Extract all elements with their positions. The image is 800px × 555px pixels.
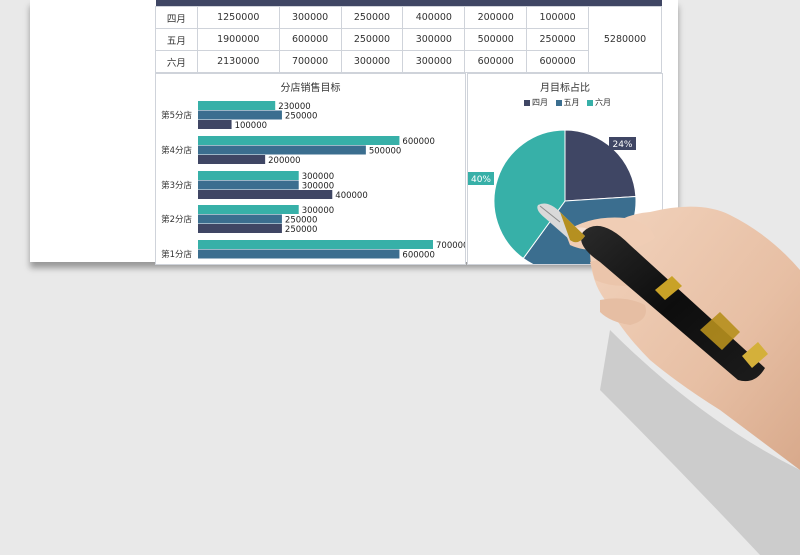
bar: [198, 136, 400, 145]
table-row: 六月 2130000 700000 300000 300000 600000 6…: [155, 50, 662, 73]
value-cell: 250000: [340, 28, 404, 51]
value-cell: 700000: [278, 50, 342, 73]
value-cell: 2130000: [196, 50, 280, 73]
bar: [198, 205, 299, 214]
bar: [198, 214, 282, 224]
bar-value-label: 250000: [285, 112, 317, 122]
bar: [198, 110, 282, 120]
bar: [198, 120, 232, 129]
bar: [198, 171, 299, 180]
bar-value-label: 300000: [302, 172, 334, 182]
legend-label: 五月: [563, 98, 580, 107]
bar-value-label: 500000: [369, 147, 401, 157]
bar-value-label: 400000: [335, 191, 367, 201]
value-cell: 300000: [340, 50, 404, 73]
total-cell: 5280000: [588, 6, 662, 73]
monthly-target-table: 四月 1250000 300000 250000 400000 200000 1…: [155, 0, 662, 73]
bar: [198, 101, 276, 110]
bar-value-label: 300000: [302, 206, 334, 216]
category-label: 第5分店: [161, 110, 192, 121]
value-cell: 200000: [464, 6, 528, 29]
month-cell: 六月: [155, 50, 198, 73]
table-row: 四月 1250000 300000 250000 400000 200000 1…: [155, 6, 662, 73]
bar: [198, 180, 299, 190]
bar: [198, 145, 366, 155]
branch-target-chart-panel: 分店销售目标 第5分店 230000 250000 100000 第4分店 600000 5…: [155, 73, 466, 265]
value-cell: 1900000: [196, 28, 280, 51]
bar: [198, 155, 266, 164]
value-cell: 500000: [464, 28, 528, 51]
pie-chart-title: 月目标占比: [540, 83, 590, 94]
bar-value-label: 250000: [285, 225, 317, 235]
bar: [198, 249, 400, 259]
value-cell: 600000: [526, 50, 590, 73]
legend-label: 四月: [531, 98, 548, 107]
value-cell: 300000: [278, 6, 342, 29]
bar-value-label: 700000: [436, 241, 465, 251]
bar-value-label: 250000: [285, 216, 317, 226]
legend-swatch: [555, 99, 562, 106]
bar-chart: 第5分店230000250000100000第4分店60000050000020…: [161, 101, 465, 261]
value-cell: 1250000: [196, 6, 280, 29]
pie-label-box: [609, 137, 636, 150]
value-cell: 600000: [278, 28, 342, 51]
pie-legend: 四月 五月 六月: [468, 97, 662, 108]
bar: [198, 190, 333, 199]
value-cell: 300000: [402, 50, 466, 73]
bar-value-label: 100000: [235, 121, 267, 131]
category-label: 第2分店: [161, 214, 192, 225]
bar: [198, 240, 433, 249]
bar: [198, 224, 282, 233]
value-cell: 100000: [526, 6, 590, 29]
month-cell: 四月: [155, 6, 198, 29]
bar-value-label: 600000: [402, 251, 434, 261]
value-cell: 300000: [402, 28, 466, 51]
month-cell: 五月: [155, 28, 198, 51]
bar-chart-title: 分店销售目标: [280, 83, 341, 94]
bar-value-label: 300000: [302, 182, 334, 192]
category-label: 第1分店: [161, 249, 192, 260]
pie-chart: 24% 40%: [468, 129, 637, 264]
month-share-chart-panel: 月目标占比 四月 五月 六月 24% 40%: [467, 73, 663, 265]
value-cell: 250000: [340, 6, 404, 29]
value-cell: 250000: [526, 28, 590, 51]
pie-data-label: 24%: [612, 140, 632, 150]
pie-data-label: 40%: [471, 175, 491, 185]
legend-swatch: [523, 99, 530, 106]
value-cell: 600000: [464, 50, 528, 73]
table-header-bar: [155, 0, 662, 7]
bar-value-label: 230000: [278, 102, 310, 112]
legend-label: 六月: [595, 98, 612, 107]
legend-swatch: [587, 99, 594, 106]
category-label: 第3分店: [161, 180, 192, 191]
pie-slice: [493, 129, 566, 260]
bar-value-label: 200000: [268, 156, 300, 166]
table-row: 五月 1900000 600000 250000 300000 500000 2…: [155, 28, 662, 51]
bar-value-label: 600000: [402, 137, 434, 147]
pie-label-box: [468, 172, 494, 185]
category-label: 第4分店: [161, 145, 192, 156]
value-cell: 400000: [402, 6, 466, 29]
